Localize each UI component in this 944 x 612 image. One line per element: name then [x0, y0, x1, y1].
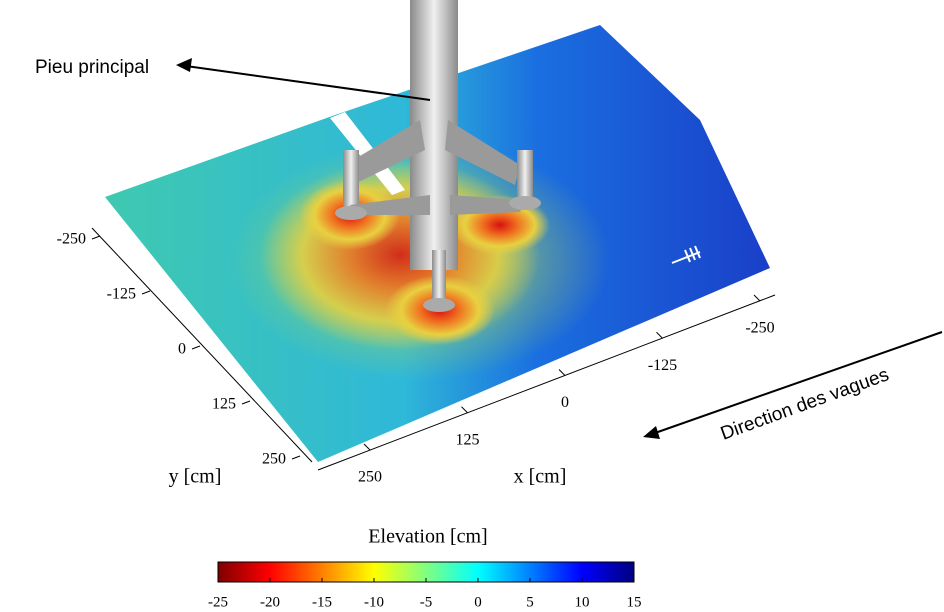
y-tick-label: 250 [262, 451, 286, 468]
x-tick [558, 369, 566, 376]
x-tick-label: -125 [648, 357, 677, 374]
colorbar-tick-label: 10 [575, 594, 590, 610]
pile-structure [335, 0, 701, 312]
annotation-label: Direction des vagues [718, 364, 892, 444]
y-tick-label: -250 [57, 231, 86, 248]
colorbar-tick-label: 15 [627, 594, 642, 610]
x-axis-label: x [cm] [514, 466, 567, 488]
x-tick-label: -250 [745, 320, 774, 337]
colorbar-tick-label: -15 [312, 594, 332, 610]
colorbar-label: Elevation [cm] [368, 526, 487, 548]
x-tick-label: 0 [561, 394, 569, 411]
colorbar-tick-label: -5 [420, 594, 433, 610]
x-axis [317, 294, 776, 471]
x-tick [461, 406, 468, 414]
x-tick [753, 294, 761, 302]
annotation-label: Pieu principal [35, 57, 149, 78]
y-tick [141, 290, 151, 295]
colorbar-tick-label: -20 [260, 594, 280, 610]
colorbar-tick-label: -10 [364, 594, 384, 610]
colorbar-tick-label: -25 [208, 594, 228, 610]
annotation-waves: Direction des vagues [643, 331, 943, 445]
y-tick-label: 0 [178, 341, 186, 358]
y-tick-label: -125 [107, 286, 136, 303]
y-tick [241, 400, 251, 405]
x-tick-label: 250 [358, 469, 382, 486]
y-tick [91, 235, 101, 240]
y-tick [291, 455, 301, 460]
y-tick [191, 345, 201, 350]
y-tick-label: 125 [212, 396, 236, 413]
colorbar-tick-label: 0 [474, 594, 482, 610]
x-tick [363, 443, 371, 451]
x-tick [656, 331, 663, 339]
annotation-pile: Pieu principal [35, 57, 431, 101]
x-tick-label: 125 [456, 431, 480, 448]
colorbar-tick-label: 5 [526, 594, 534, 610]
y-axis-label: y [cm] [169, 466, 222, 488]
y-axis [91, 227, 313, 463]
